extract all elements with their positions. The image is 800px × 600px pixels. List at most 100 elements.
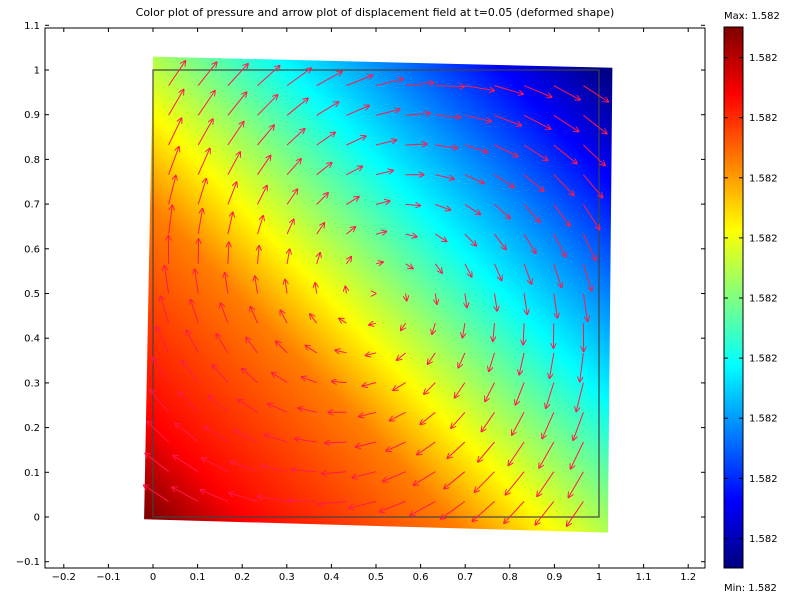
x-tick-label: 0 [150, 572, 156, 583]
displacement-arrow [250, 306, 258, 324]
displacement-arrow [257, 125, 275, 146]
displacement-arrow [494, 204, 511, 218]
displacement-arrow [246, 337, 258, 354]
displacement-arrow [508, 441, 525, 466]
displacement-arrow [494, 144, 519, 157]
x-tick-label: 1 [596, 572, 602, 583]
displacement-arrow [220, 303, 229, 324]
displacement-arrows [144, 61, 609, 526]
displacement-arrow [227, 182, 237, 205]
displacement-arrow [458, 352, 466, 368]
displacement-arrow [553, 204, 570, 226]
y-axis: −0.1 0 0.1 0.2 0.3 0.4 0.5 0.6 0.7 0.8 0.9 1 1.1 [16, 21, 705, 568]
y-tick-label: 0.7 [24, 200, 40, 211]
displacement-arrow [428, 352, 436, 364]
displacement-arrow [375, 109, 400, 116]
displacement-arrow [316, 132, 336, 146]
displacement-arrow [144, 485, 169, 502]
displacement-arrow [316, 163, 332, 176]
displacement-arrow [349, 500, 377, 508]
displacement-arrow [156, 327, 170, 354]
y-tick-label: −0.1 [16, 557, 40, 568]
displacement-arrow [288, 500, 317, 501]
displacement-arrow [420, 411, 436, 424]
displacement-arrow [435, 293, 437, 305]
displacement-arrow [582, 204, 599, 229]
displacement-arrow [316, 102, 339, 116]
displacement-arrow [346, 257, 351, 265]
displacement-arrow [375, 140, 397, 146]
displacement-arrow [462, 323, 465, 338]
displacement-arrow [375, 232, 387, 235]
y-tick-label: 0.2 [24, 423, 40, 434]
displacement-arrow [318, 501, 347, 504]
displacement-arrow [542, 412, 555, 438]
displacement-arrow [201, 458, 229, 473]
x-tick-label: 0.1 [190, 572, 206, 583]
displacement-arrow [537, 471, 555, 497]
displacement-arrow [405, 264, 414, 269]
displacement-arrow [160, 296, 170, 324]
displacement-arrow [365, 353, 377, 356]
displacement-arrow [441, 500, 466, 519]
displacement-arrow [485, 382, 495, 402]
colorbar-tick-label: 1.582 [749, 474, 778, 485]
displacement-arrow [464, 85, 495, 91]
displacement-arrow [553, 144, 577, 164]
displacement-arrow [424, 382, 436, 395]
displacement-arrow [413, 471, 436, 486]
displacement-arrow [494, 85, 524, 95]
displacement-arrow [339, 318, 347, 323]
displacement-arrow [582, 233, 595, 260]
displacement-arrow [553, 114, 579, 131]
displacement-arrow [583, 85, 608, 102]
displacement-arrow [447, 441, 466, 458]
displacement-arrow [227, 212, 233, 235]
displacement-arrow [435, 115, 461, 117]
displacement-arrow [389, 411, 406, 420]
displacement-arrow [464, 114, 491, 121]
displacement-arrow [465, 293, 467, 308]
displacement-arrow [464, 144, 488, 152]
displacement-arrow [410, 500, 436, 515]
colorbar-tick-label: 1.582 [749, 294, 778, 305]
colorbar-max-label: Max: 1.582 [724, 11, 780, 22]
displacement-arrow [286, 68, 311, 87]
displacement-arrow [359, 411, 377, 416]
displacement-arrow [149, 389, 169, 413]
displacement-arrow [464, 233, 477, 246]
colorbar-min-label: Min: 1.582 [724, 583, 777, 594]
y-tick-label: 1.1 [24, 21, 40, 32]
displacement-arrow [375, 170, 393, 176]
pressure-field [144, 56, 613, 533]
displacement-arrow [258, 246, 260, 264]
displacement-arrow [570, 441, 584, 469]
displacement-arrow [523, 323, 524, 345]
displacement-arrow [316, 223, 325, 235]
displacement-arrow [553, 85, 580, 100]
displacement-arrow [505, 471, 525, 495]
displacement-arrow [512, 412, 525, 435]
displacement-arrow [346, 106, 369, 116]
displacement-arrow [321, 472, 347, 474]
displacement-arrow [546, 382, 555, 409]
displacement-arrow [464, 174, 484, 184]
displacement-arrow [152, 357, 170, 383]
displacement-arrow [435, 174, 454, 179]
displacement-arrow [287, 249, 290, 264]
colorbar-tick-label: 1.582 [749, 354, 778, 365]
displacement-arrow [379, 500, 406, 512]
displacement-arrow [464, 203, 481, 214]
displacement-arrow [168, 205, 173, 235]
displacement-arrow [494, 233, 507, 250]
displacement-arrow [242, 368, 258, 383]
displacement-arrow [147, 421, 169, 443]
displacement-arrow [523, 263, 532, 284]
displacement-arrow [435, 233, 447, 242]
displacement-arrow [257, 95, 278, 116]
displacement-arrow [286, 189, 298, 205]
colorbar-tick-label: 1.582 [749, 53, 778, 64]
displacement-arrow [539, 441, 555, 468]
displacement-arrow [523, 204, 540, 222]
displacement-arrow [405, 83, 434, 86]
